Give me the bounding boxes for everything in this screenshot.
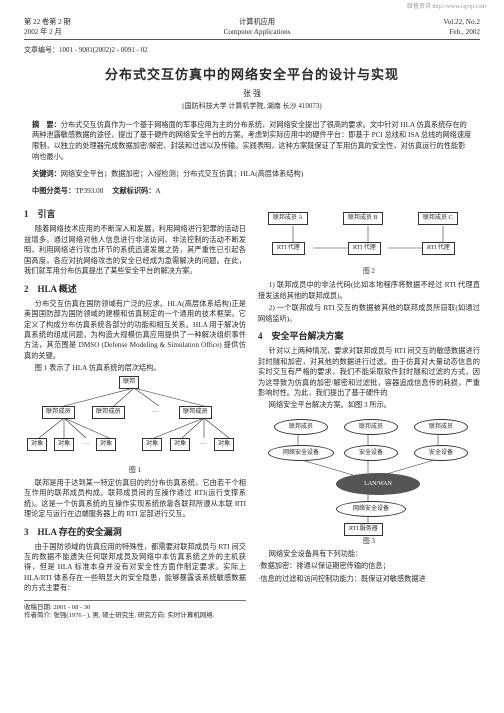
section-1-title: 1 引言 [24, 208, 246, 221]
header-left: 第 22 卷第 2 期 2002 年 2 月 [24, 18, 71, 37]
header-right: Vol.22, No.2 Feb., 2002 [443, 18, 480, 37]
fig1-l3r-2: … [197, 438, 209, 449]
fig1-l2-3: 联邦成员 [179, 406, 212, 419]
date-en: Feb., 2002 [443, 28, 480, 38]
footnote: 收稿日期: 2001 - 08 - 30 作者简介: 张强(1976 - ), … [24, 600, 246, 621]
figure-2-caption: 图 2 [258, 267, 480, 277]
fig2-bot-2: RTI 代理 [422, 242, 455, 255]
fig1-l2-0: 联邦成员 [42, 406, 75, 419]
fig1-l2-1: 联邦成员 [92, 406, 125, 419]
section-3-item2: 2) 一个联邦成与 RTI 交互的数据被其他的联邦成员所窃取(如通过网络监听)。 [258, 303, 480, 324]
section-4-bullet1: ·数据加密：排通以保证期密传输的信息； [258, 561, 480, 571]
fig2-top-1: 联邦成员 B [343, 212, 383, 225]
header: 第 22 卷第 2 期 2002 年 2 月 计算机应用 Computer Ap… [24, 18, 480, 40]
clc-label: 中图分类号： [32, 187, 75, 195]
section-1-p1: 随着网络技术应用的不断深入和发展，利用网络进行犯罪的活动日益增多。通过网络对他人… [24, 224, 246, 276]
doc-code-label: 文献标识码： [112, 187, 155, 195]
fig1-l3r-0: 对象 [142, 438, 162, 451]
fig3-top-0: 联邦成员 [274, 419, 328, 435]
section-4-p1: 针对以上两种情况，要求对联邦成员与 RTI 间交互的敏感数据进行封时隧和加密，对… [258, 346, 480, 398]
body-columns: 1 引言 随着网络技术应用的不断深入和发展，利用网络进行犯罪的活动日益增多。通过… [24, 202, 480, 620]
figure-1-lines [24, 376, 246, 476]
figure-3-caption: 图 3 [258, 537, 480, 547]
vol-issue-cn: 第 22 卷第 2 期 [24, 18, 71, 28]
clc-value: TP393.08 [75, 187, 103, 195]
fig3-sec-1: 安全设备 [344, 445, 398, 461]
journal-title-en: Computer Applications [224, 28, 291, 38]
fig3-rti: RTI 服务器 [344, 523, 383, 536]
fig2-bot-0: RTI 代理 [272, 242, 305, 255]
journal-title-cn: 计算机应用 [224, 18, 291, 28]
fig3-top-1: 联邦成员 [344, 419, 398, 435]
fig2-top-0: 联邦成员 A [268, 212, 308, 225]
fig3-top-2: 联邦成员 [414, 419, 468, 435]
figure-3: 联邦成员 联邦成员 联邦成员 网络安全设备 安全设备 安全设备 LAN/WAN … [258, 415, 480, 545]
section-3-p1: 由于国防领域的仿真应用的特殊性，都需要对联邦成员与 RTI 间交互的数据不能遗失… [24, 542, 246, 594]
fig2-top-2: 联邦成员 C [418, 212, 458, 225]
fig3-sec-2: 安全设备 [414, 445, 468, 461]
fig1-l3l-0: 对象 [27, 438, 47, 451]
keywords-block: 关键词：网络安全平台；数据加密；入侵检测；分布式交互仿真；HLA(高层体系结构) [32, 169, 472, 180]
section-2-p1: 分布交互仿真在国防领域有广泛的应求。HLA(高层体系结构)正是美国国防部为国防领… [24, 299, 246, 362]
fig1-l3l-3: 对象 [96, 438, 116, 451]
author: 张 强 [24, 89, 480, 100]
section-3-item1: 1) 联邦成员中的非法代码(比如本地程序将数据不经过 RTI 代理直接发送给其他… [258, 280, 480, 301]
section-3-title: 3 HLA 存在的安全漏洞 [24, 526, 246, 539]
keywords-text: 网络安全平台；数据加密；入侵检测；分布式交互仿真；HLA(高层体系结构) [61, 170, 303, 178]
abstract-text: 分布式交互仿真作为一个基于网格面的军事应用为主的分布系统，对网络安全提出了很高的… [32, 121, 471, 161]
doc-code-value: A [155, 187, 160, 195]
right-column: 联邦成员 A 联邦成员 B 联邦成员 C RTI 代理 RTI 代理 RTI 代… [258, 202, 480, 620]
left-column: 1 引言 随着网络技术应用的不断深入和发展，利用网络进行犯罪的活动日益增多。通过… [24, 202, 246, 620]
section-4-bullet2: ·信息的过滤和访问控制功能力：既保证对敏感数据进 [258, 574, 480, 584]
keywords-label: 关键词： [32, 170, 61, 178]
section-2-title: 2 HLA 概述 [24, 283, 246, 296]
section-4-p2: 网络安全平台解决方案。如图 3 所示。 [258, 400, 480, 410]
section-4-title: 4 安全平台解决方案 [258, 330, 480, 343]
footnote-date: 收稿日期: 2001 - 08 - 30 [24, 604, 246, 612]
section-2-p3: 联邦是用于达到某一特定仿真目的的分布仿真系统，它由若干个相互作用的联邦成员构成。… [24, 478, 246, 520]
section-2-p2: 图 1 表示了 HLA 仿真系统的层次结构。 [24, 363, 246, 373]
affiliation: (国防科技大学 计算机学院, 湖南 长沙 410073) [24, 102, 480, 111]
vol-issue-en: Vol.22, No.2 [443, 18, 480, 28]
fig2-bot-1: RTI 代理 [348, 242, 381, 255]
fig1-l3l-2: … [80, 438, 92, 449]
watermark: 维普资讯 http://www.cqvip.com [407, 3, 486, 11]
fig3-sec-0: 网络安全设备 [268, 445, 334, 461]
footnote-author: 作者简介: 张强(1976 - ), 男, 硕士研究生. 研究方向: 实时计算机… [24, 612, 246, 620]
fig1-l2-2: … [149, 406, 161, 417]
figure-1: 联邦 联邦成员 联邦成员 … 联邦成员 对象 对象 … 对象 对象 对象 … 对… [24, 376, 246, 476]
fig3-lanwan: LAN/WAN [336, 473, 420, 495]
page: 维普资讯 http://www.cqvip.com 第 22 卷第 2 期 20… [0, 0, 504, 713]
figure-2: 联邦成员 A 联邦成员 B 联邦成员 C RTI 代理 RTI 代理 RTI 代… [258, 206, 480, 276]
article-id: 文章编号：1001 - 9081(2002)2 - 0091 - 02 [24, 46, 480, 55]
abstract-block: 摘 要：分布式交互仿真作为一个基于网格面的军事应用为主的分布系统，对网络安全提出… [32, 120, 472, 163]
article-title: 分布式交互仿真中的网络安全平台的设计与实现 [24, 66, 480, 84]
fig1-l3r-3: 对象 [214, 438, 234, 451]
abstract-label: 摘 要： [32, 121, 61, 129]
fig1-l3r-1: 对象 [170, 438, 190, 451]
section-4-p3: 网络安全设备具有下列功能： [258, 549, 480, 559]
header-center: 计算机应用 Computer Applications [224, 18, 291, 37]
clc-block: 中图分类号：TP393.08 文献标识码：A [32, 186, 472, 197]
fig3-sec-bottom: 网络安全设备 [336, 501, 406, 517]
figure-1-caption: 图 1 [24, 466, 246, 476]
fig1-root: 联邦 [119, 376, 139, 389]
fig1-l3l-1: 对象 [54, 438, 74, 451]
date-cn: 2002 年 2 月 [24, 28, 71, 38]
